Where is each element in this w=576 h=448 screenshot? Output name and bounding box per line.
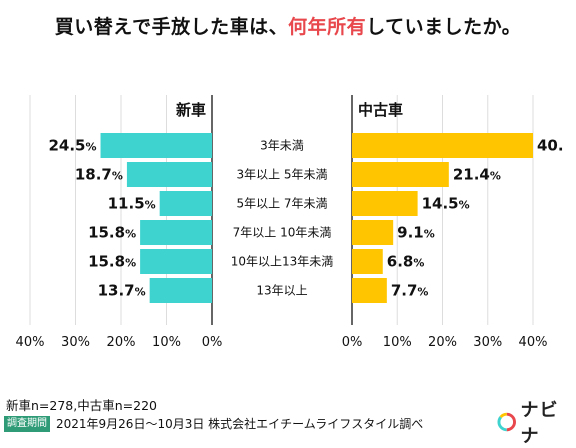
tick-label-left: 0% [202,335,223,350]
category-label: 7年以上 10年未満 [233,226,332,240]
tick-label-left: 40% [16,335,45,350]
bar-shinsha [126,162,212,187]
tick-label-left: 10% [152,335,181,350]
chart-title: 買い替えで手放した車は、何年所有していましたか。 [0,12,576,39]
tick-label-right: 30% [473,335,502,350]
series-name-right: 中古車 [358,101,403,119]
category-label: 10年以上13年未満 [231,255,334,269]
bar-chukosha [352,133,533,158]
navina-logo-icon [497,412,516,432]
category-label: 3年未満 [260,139,304,153]
value-label-shinsha: 13.7% [98,282,146,300]
bar-chukosha [352,220,394,245]
bar-shinsha [159,191,212,216]
category-label: 5年以上 7年未満 [236,197,327,211]
bar-chukosha [352,191,418,216]
survey-period-text: 2021年9月26日〜10月3日 株式会社エイチームライフスタイル調べ [56,417,424,431]
title-highlight: 何年所有 [288,16,367,38]
value-label-shinsha: 15.8% [88,224,136,242]
tick-label-right: 40% [519,335,548,350]
butterfly-bar-chart: 新車 中古車 40% 0% 30% 10% 20% 20% 10% 30% 0% 40% 24.5% 40… [16,95,564,350]
tick-label-right: 0% [342,335,363,350]
bar-shinsha [100,133,212,158]
value-label-shinsha: 24.5% [48,137,96,155]
value-label-shinsha: 11.5% [108,195,156,213]
title-part1: 買い替えで手放した車は、 [54,16,289,38]
value-label-chukosha: 6.8% [387,253,425,271]
survey-period-badge: 調査期間 [4,416,50,432]
bar-shinsha [149,278,212,303]
tick-label-left: 20% [107,335,136,350]
value-label-chukosha: 9.1% [397,224,435,242]
tick-label-right: 20% [428,335,457,350]
value-label-shinsha: 18.7% [75,166,123,184]
category-label: 13年以上 [256,284,307,298]
bar-chukosha [352,162,449,187]
value-label-chukosha: 21.4% [453,166,501,184]
sample-size-note: 新車n=278,中古車n=220 [6,398,157,413]
bar-chukosha [352,278,387,303]
title-part2: していましたか。 [366,16,522,38]
category-label: 3年以上 5年未満 [236,168,327,182]
value-label-chukosha: 40. [537,137,564,155]
series-name-left: 新車 [176,101,206,119]
bar-chukosha [352,249,383,274]
bar-shinsha [140,249,212,274]
tick-label-left: 30% [61,335,90,350]
value-label-chukosha: 7.7% [391,282,429,300]
tick-label-right: 10% [383,335,412,350]
bar-shinsha [140,220,212,245]
navina-logo: ナビナ [497,400,576,447]
logo-text: ナビナ [520,400,559,447]
value-label-chukosha: 14.5% [422,195,470,213]
value-label-shinsha: 15.8% [88,253,136,271]
